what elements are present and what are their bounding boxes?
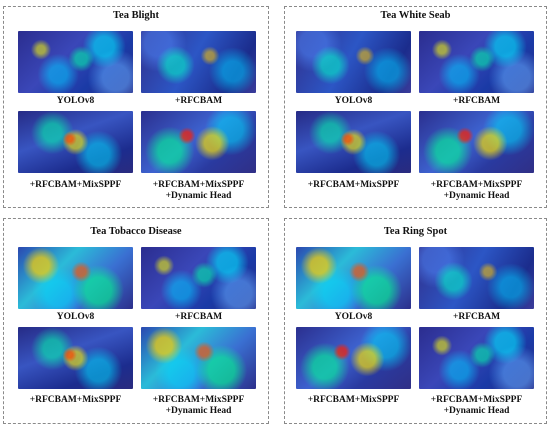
caption-rfcbam: +RFCBAM: [174, 96, 223, 106]
heatmap-image-yolov8: [18, 31, 133, 93]
caption-rfcbam-mixsppf: +RFCBAM+MixSPPF: [307, 180, 400, 190]
caption-rfcbam-mixsppf-dynamic-head: +RFCBAM+MixSPPF +Dynamic Head: [412, 395, 541, 417]
heatmap-image-rfcbam-mixsppf: [18, 327, 133, 389]
heatmap-image-rfcbam-mixsppf: [18, 111, 133, 173]
heatmap-image-rfcbam: [141, 31, 256, 93]
heatmap-image-rfcbam: [419, 247, 534, 309]
caption-rfcbam-mixsppf-dynamic-head: +RFCBAM+MixSPPF +Dynamic Head: [134, 180, 263, 202]
caption-line-2: +Dynamic Head: [165, 191, 232, 201]
caption-yolov8: YOLOv8: [56, 96, 95, 106]
caption-rfcbam: +RFCBAM: [452, 312, 501, 322]
caption-rfcbam-mixsppf: +RFCBAM+MixSPPF: [29, 180, 122, 190]
heatmap-image-rfcbam-mixsppf-dynamic-head: [141, 327, 256, 389]
panel-tea-blight: Tea Blight YOLOv8 +RFCBAM +RFCBAM+MixSPP…: [3, 6, 269, 208]
caption-line-1: +RFCBAM+MixSPPF: [430, 180, 523, 190]
caption-rfcbam: +RFCBAM: [174, 312, 223, 322]
heatmap-image-rfcbam: [419, 31, 534, 93]
heatmap-image-rfcbam-mixsppf: [296, 111, 411, 173]
panel-title: Tea Blight: [113, 10, 159, 21]
heatmap-image-rfcbam-mixsppf-dynamic-head: [141, 111, 256, 173]
caption-line-1: +RFCBAM+MixSPPF: [152, 180, 245, 190]
heatmap-image-yolov8: [296, 31, 411, 93]
caption-line-1: +RFCBAM+MixSPPF: [430, 395, 523, 405]
caption-yolov8: YOLOv8: [56, 312, 95, 322]
heatmap-image-rfcbam-mixsppf: [296, 327, 411, 389]
caption-rfcbam-mixsppf-dynamic-head: +RFCBAM+MixSPPF +Dynamic Head: [134, 395, 263, 417]
caption-line-2: +Dynamic Head: [443, 406, 510, 416]
panel-title: Tea Ring Spot: [383, 226, 448, 237]
panel-title: Tea White Seab: [380, 10, 451, 21]
heatmap-image-yolov8: [296, 247, 411, 309]
panel-title: Tea Tobacco Disease: [90, 226, 182, 237]
heatmap-image-rfcbam-mixsppf-dynamic-head: [419, 111, 534, 173]
caption-yolov8: YOLOv8: [334, 96, 373, 106]
caption-rfcbam-mixsppf: +RFCBAM+MixSPPF: [29, 395, 122, 405]
caption-line-2: +Dynamic Head: [443, 191, 510, 201]
panel-tea-tobacco-disease: Tea Tobacco Disease YOLOv8 +RFCBAM +RFCB…: [3, 218, 269, 424]
heatmap-image-rfcbam: [141, 247, 256, 309]
heatmap-image-yolov8: [18, 247, 133, 309]
caption-rfcbam-mixsppf: +RFCBAM+MixSPPF: [307, 395, 400, 405]
heatmap-image-rfcbam-mixsppf-dynamic-head: [419, 327, 534, 389]
panel-tea-white-seab: Tea White Seab YOLOv8 +RFCBAM +RFCBAM+Mi…: [284, 6, 547, 208]
caption-yolov8: YOLOv8: [334, 312, 373, 322]
panel-tea-ring-spot: Tea Ring Spot YOLOv8 +RFCBAM +RFCBAM+Mix…: [284, 218, 547, 424]
caption-rfcbam-mixsppf-dynamic-head: +RFCBAM+MixSPPF +Dynamic Head: [412, 180, 541, 202]
caption-line-1: +RFCBAM+MixSPPF: [152, 395, 245, 405]
caption-rfcbam: +RFCBAM: [452, 96, 501, 106]
caption-line-2: +Dynamic Head: [165, 406, 232, 416]
